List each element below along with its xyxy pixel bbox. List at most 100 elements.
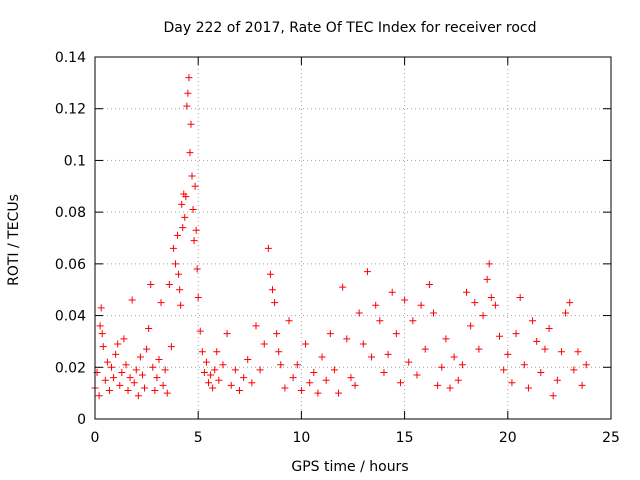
data-point	[96, 322, 104, 330]
data-point	[223, 330, 231, 338]
data-point	[248, 379, 256, 387]
data-point	[240, 374, 248, 382]
data-point	[322, 376, 330, 384]
data-point	[147, 281, 155, 289]
data-point	[566, 299, 574, 307]
data-point	[516, 293, 524, 301]
data-point	[177, 301, 185, 309]
data-point	[196, 327, 204, 335]
data-point	[95, 392, 103, 400]
data-point	[446, 384, 454, 392]
plot-frame	[94, 56, 612, 420]
data-point	[351, 381, 359, 389]
data-point	[574, 348, 582, 356]
data-point	[176, 286, 184, 294]
data-point	[256, 366, 264, 374]
data-point	[557, 348, 565, 356]
data-point	[171, 260, 179, 268]
data-point	[355, 309, 363, 317]
data-point	[155, 356, 163, 364]
data-point	[368, 353, 376, 361]
data-point	[524, 384, 532, 392]
y-tick-label: 0.12	[55, 102, 86, 118]
data-point	[417, 301, 425, 309]
data-point	[269, 286, 277, 294]
data-point	[151, 387, 159, 395]
data-point	[184, 89, 192, 97]
data-point	[541, 345, 549, 353]
x-tick-label: 0	[91, 430, 100, 446]
data-point	[189, 206, 197, 214]
data-point	[438, 363, 446, 371]
data-point	[409, 317, 417, 325]
data-point	[570, 366, 578, 374]
data-point	[318, 353, 326, 361]
data-point	[182, 193, 190, 201]
data-point	[491, 301, 499, 309]
data-point	[153, 374, 161, 382]
data-point	[192, 226, 200, 234]
data-point	[124, 387, 132, 395]
data-point	[314, 389, 322, 397]
data-point	[359, 340, 367, 348]
data-point	[200, 368, 208, 376]
data-point	[421, 345, 429, 353]
data-point	[504, 350, 512, 358]
data-point	[209, 384, 217, 392]
data-point	[149, 363, 157, 371]
x-axis-ticks: 0 5 10 15 20 25	[91, 57, 620, 446]
data-point	[413, 371, 421, 379]
x-tick-label: 25	[602, 430, 620, 446]
data-point	[277, 361, 285, 369]
x-tick-label: 20	[499, 430, 517, 446]
data-point	[99, 343, 107, 351]
data-point	[380, 368, 388, 376]
data-point	[425, 281, 433, 289]
y-tick-label: 0.08	[55, 205, 86, 221]
data-point	[450, 353, 458, 361]
data-point	[343, 335, 351, 343]
data-point	[553, 376, 561, 384]
data-point	[533, 337, 541, 345]
data-point	[188, 172, 196, 180]
y-tick-label: 0.02	[55, 360, 86, 376]
data-point	[157, 299, 165, 307]
data-point	[227, 381, 235, 389]
data-point	[130, 379, 138, 387]
data-point	[231, 366, 239, 374]
data-point	[285, 317, 293, 325]
y-tick-label: 0	[77, 412, 86, 428]
data-point	[126, 374, 134, 382]
data-point	[193, 265, 201, 273]
data-point	[483, 275, 491, 283]
data-point	[458, 361, 466, 369]
x-axis-label: GPS time / hours	[291, 459, 408, 475]
data-point	[463, 288, 471, 296]
data-point	[401, 296, 409, 304]
y-tick-label: 0.14	[55, 50, 86, 66]
data-point	[101, 376, 109, 384]
data-point	[138, 371, 146, 379]
data-point	[186, 149, 194, 157]
data-point	[128, 296, 136, 304]
data-point	[302, 340, 310, 348]
data-point	[97, 304, 105, 312]
data-point	[205, 379, 213, 387]
data-point	[306, 379, 314, 387]
data-point	[112, 350, 120, 358]
data-point	[485, 260, 493, 268]
data-point	[537, 368, 545, 376]
data-point	[143, 345, 151, 353]
data-point	[326, 330, 334, 338]
data-point	[179, 224, 187, 232]
data-point	[281, 384, 289, 392]
y-axis-label: ROTI / TECUs	[6, 194, 22, 286]
y-tick-label: 0.04	[55, 309, 86, 325]
data-point	[405, 358, 413, 366]
data-point	[582, 361, 590, 369]
data-point	[578, 381, 586, 389]
data-point	[235, 387, 243, 395]
data-point	[116, 381, 124, 389]
data-point	[136, 353, 144, 361]
